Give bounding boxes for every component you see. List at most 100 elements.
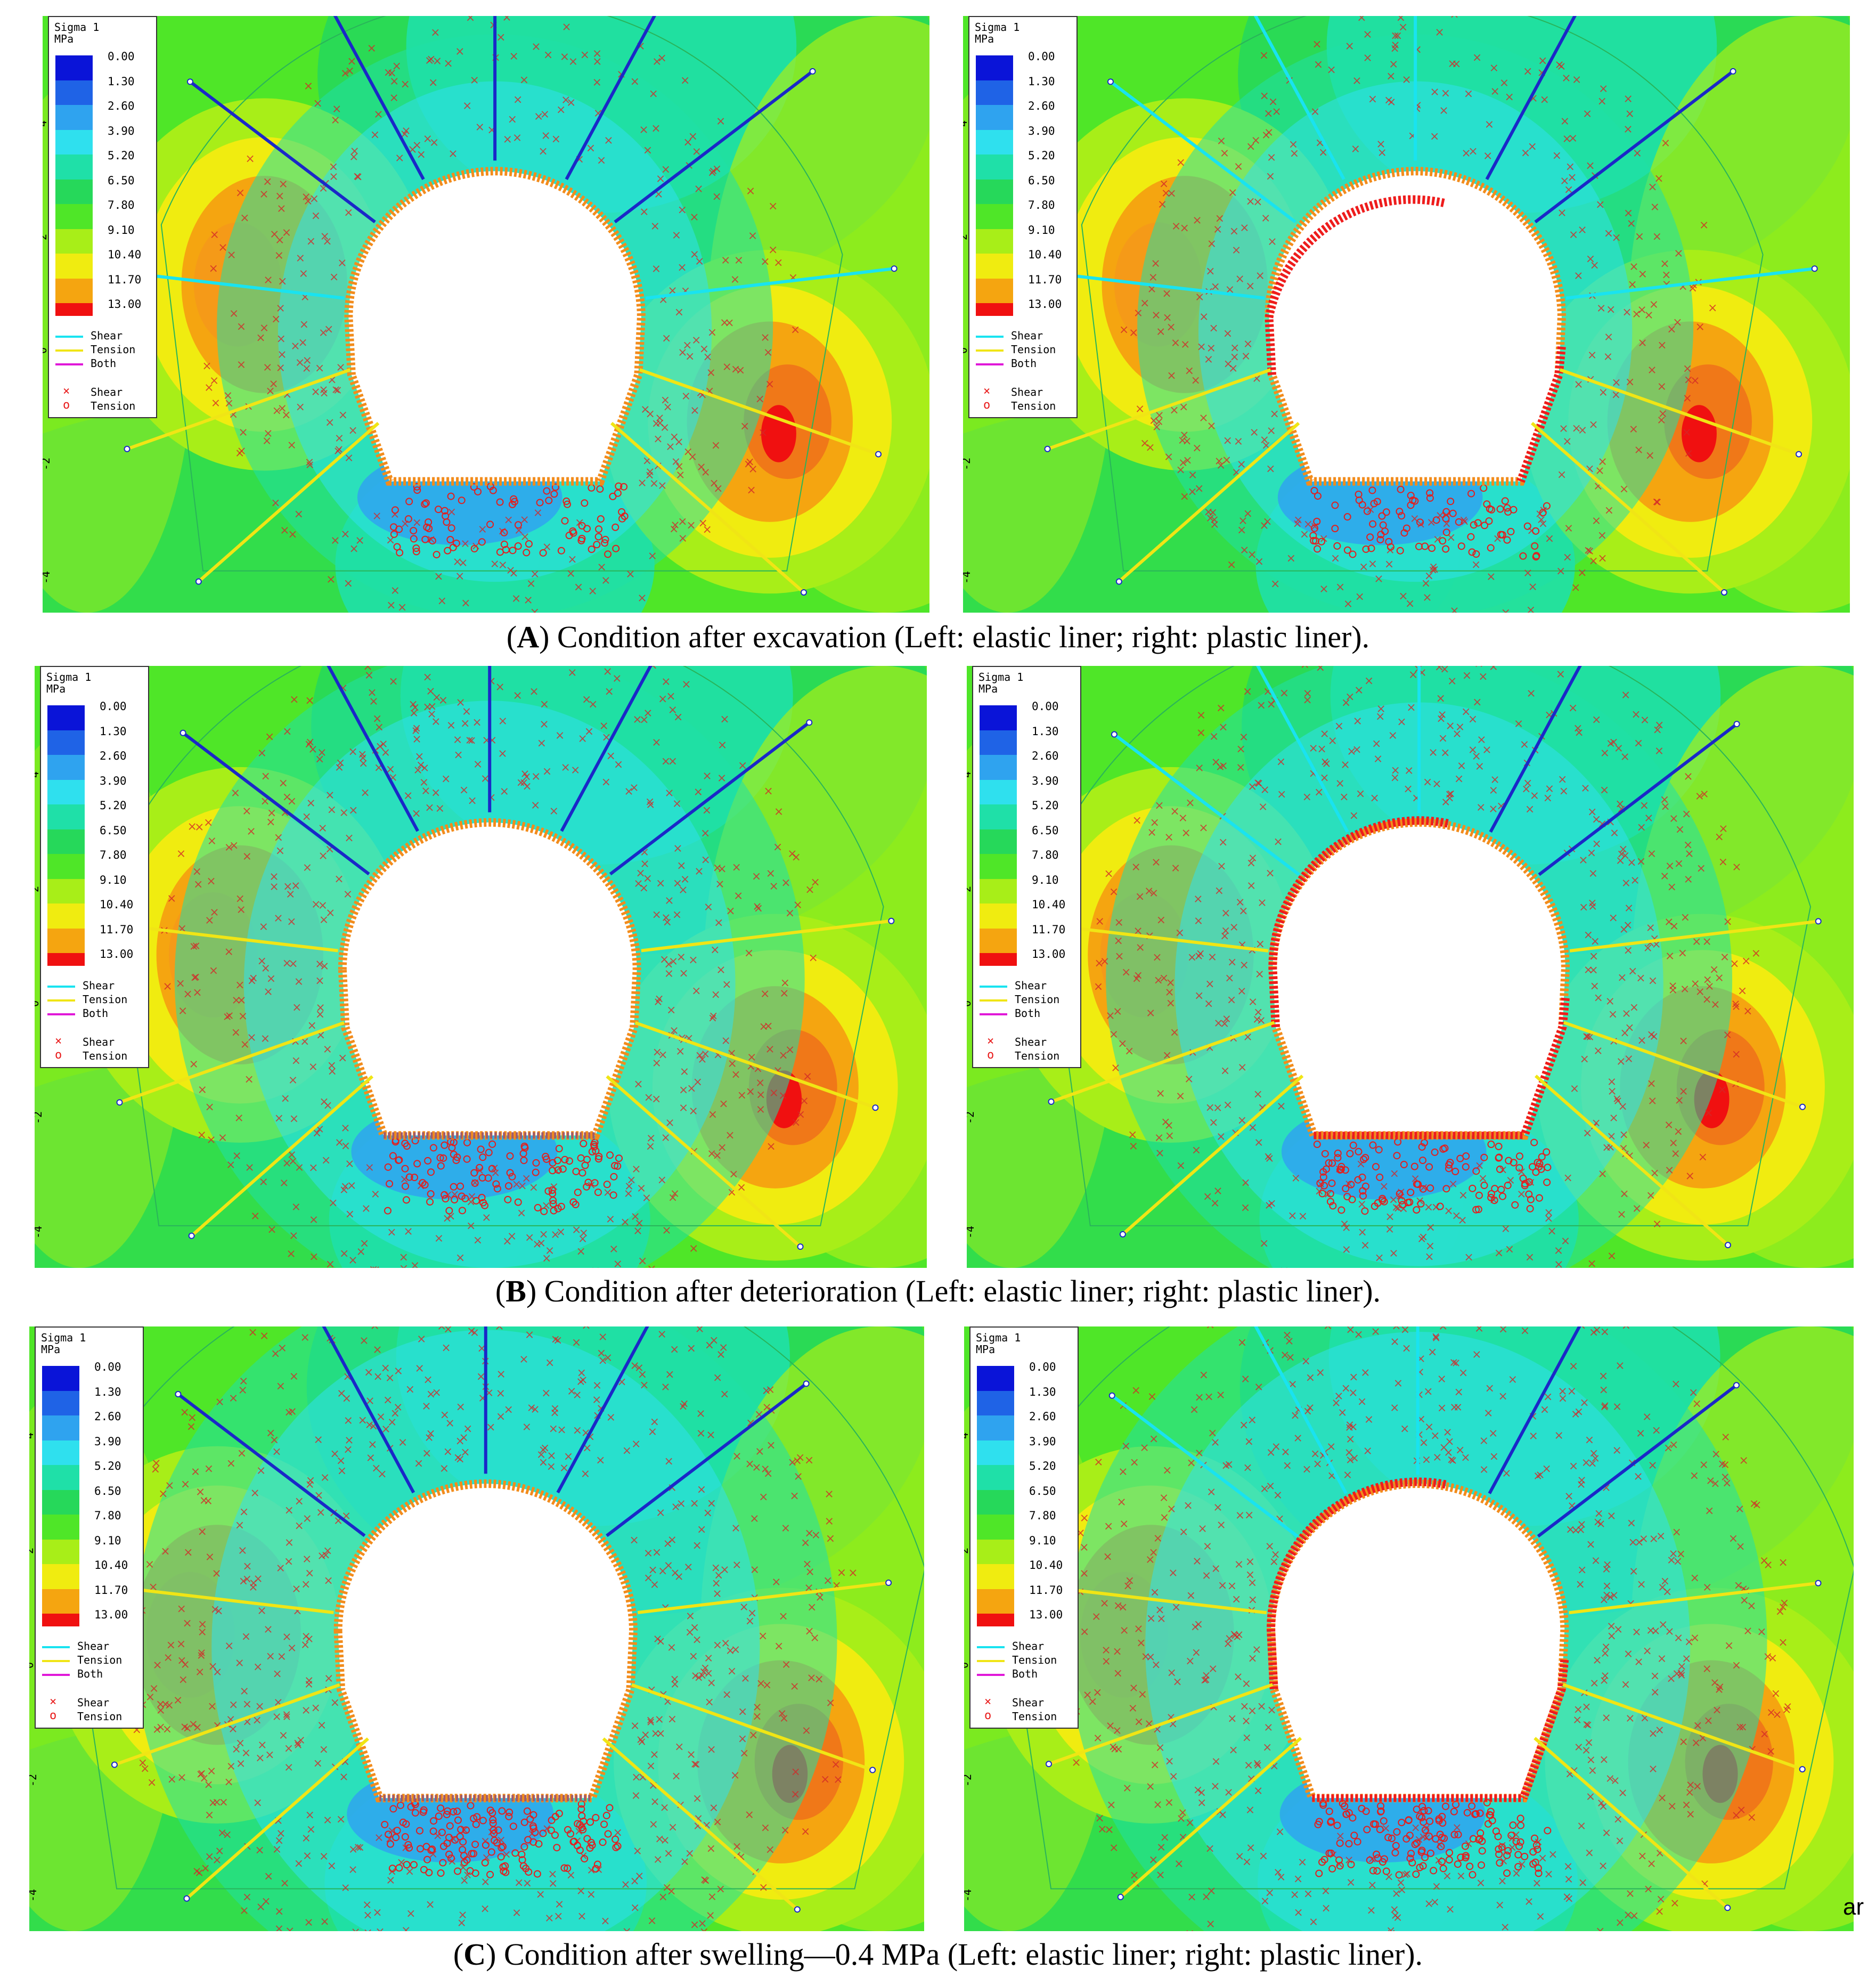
- svg-text:×: ×: [629, 1534, 639, 1547]
- svg-text:×: ×: [203, 816, 213, 829]
- svg-text:×: ×: [326, 573, 336, 586]
- svg-text:×: ×: [548, 1868, 557, 1881]
- svg-text:×: ×: [1647, 1095, 1657, 1108]
- svg-text:×: ×: [1430, 1429, 1440, 1443]
- svg-text:×: ×: [182, 1617, 192, 1630]
- svg-text:×: ×: [252, 1796, 262, 1810]
- svg-text:×: ×: [1122, 1781, 1132, 1795]
- svg-text:×: ×: [1625, 1712, 1635, 1725]
- legend-title-line: Sigma 1: [975, 21, 1020, 34]
- svg-text:×: ×: [1589, 950, 1598, 963]
- svg-text:×: ×: [1249, 426, 1259, 439]
- svg-text:×: ×: [1498, 1390, 1507, 1403]
- svg-text:×: ×: [1449, 605, 1459, 613]
- svg-text:×: ×: [372, 1906, 382, 1919]
- svg-text:×: ×: [152, 1659, 162, 1672]
- svg-text:×: ×: [662, 1881, 672, 1894]
- svg-text:×: ×: [283, 880, 292, 893]
- svg-text:×: ×: [284, 1406, 293, 1419]
- svg-text:×: ×: [269, 870, 279, 884]
- svg-text:×: ×: [1148, 1546, 1158, 1559]
- svg-text:×: ×: [1730, 957, 1739, 971]
- svg-text:×: ×: [532, 1238, 542, 1251]
- svg-text:×: ×: [1604, 227, 1613, 240]
- svg-text:×: ×: [649, 1748, 659, 1761]
- svg-text:×: ×: [1237, 1336, 1247, 1349]
- svg-text:×: ×: [289, 1230, 298, 1243]
- svg-text:×: ×: [1610, 826, 1619, 840]
- svg-text:×: ×: [1204, 506, 1213, 519]
- svg-text:×: ×: [1438, 1326, 1448, 1333]
- svg-text:×: ×: [1524, 1895, 1534, 1908]
- svg-text:×: ×: [1607, 1249, 1617, 1263]
- svg-text:×: ×: [345, 1157, 354, 1170]
- svg-text:×: ×: [1581, 1700, 1591, 1714]
- legend-marker-label: Shear: [77, 1696, 110, 1709]
- svg-text:×: ×: [1442, 1426, 1452, 1439]
- svg-text:×: ×: [820, 1773, 830, 1786]
- svg-text:×: ×: [462, 100, 472, 113]
- svg-text:×: ×: [630, 1360, 640, 1373]
- svg-text:×: ×: [1673, 1555, 1683, 1568]
- svg-text:×: ×: [1213, 223, 1222, 237]
- svg-text:×: ×: [516, 776, 526, 789]
- svg-text:×: ×: [512, 1907, 521, 1920]
- svg-text:×: ×: [1660, 800, 1670, 813]
- legend-swatch: [980, 755, 1017, 780]
- legend-line-label: Shear: [77, 1640, 110, 1653]
- svg-text:×: ×: [542, 765, 552, 778]
- svg-text:×: ×: [1615, 1916, 1625, 1930]
- svg-text:×: ×: [411, 724, 420, 737]
- svg-text:×: ×: [702, 523, 712, 536]
- svg-text:×: ×: [513, 1326, 523, 1330]
- svg-text:×: ×: [462, 1868, 472, 1882]
- svg-text:×: ×: [371, 1187, 380, 1201]
- caption-c: (C) Condition after swelling—0.4 MPa (Le…: [453, 1937, 1423, 1972]
- svg-text:×: ×: [191, 1465, 200, 1478]
- legend-value: 13.00: [1032, 948, 1066, 961]
- legend-value: 5.20: [94, 1460, 121, 1472]
- svg-text:×: ×: [1097, 1822, 1107, 1836]
- svg-text:×: ×: [406, 1907, 415, 1920]
- svg-text:×: ×: [1642, 1411, 1652, 1424]
- svg-text:×: ×: [1544, 1868, 1553, 1881]
- svg-text:×: ×: [1664, 916, 1674, 929]
- svg-text:×: ×: [592, 1394, 601, 1407]
- svg-text:×: ×: [1246, 140, 1255, 153]
- svg-text:×: ×: [186, 1420, 196, 1434]
- svg-text:×: ×: [1179, 222, 1189, 235]
- svg-text:×: ×: [1647, 363, 1657, 377]
- svg-text:×: ×: [1485, 1382, 1495, 1395]
- legend-value: 6.50: [1029, 1484, 1056, 1497]
- legend-line-label: Both: [83, 1007, 109, 1020]
- svg-text:×: ×: [1498, 1326, 1508, 1336]
- svg-text:×: ×: [643, 872, 652, 885]
- svg-text:×: ×: [356, 1245, 366, 1258]
- svg-text:×: ×: [1251, 134, 1261, 148]
- svg-text:×: ×: [1632, 307, 1641, 321]
- legend-swatch: [976, 129, 1013, 155]
- svg-text:×: ×: [1596, 302, 1606, 315]
- svg-text:×: ×: [645, 408, 655, 421]
- legend-marker-label: Shear: [1011, 386, 1043, 398]
- legend-title: Sigma 1 MPa: [976, 1332, 1021, 1355]
- svg-text:×: ×: [1417, 1233, 1426, 1246]
- svg-text:×: ×: [747, 1607, 757, 1620]
- svg-text:×: ×: [553, 1334, 562, 1347]
- svg-text:×: ×: [666, 1885, 676, 1898]
- svg-text:×: ×: [653, 433, 663, 446]
- svg-text:×: ×: [1704, 980, 1714, 994]
- svg-text:×: ×: [1178, 434, 1187, 447]
- svg-text:×: ×: [428, 76, 438, 89]
- svg-text:×: ×: [205, 1850, 214, 1863]
- svg-text:×: ×: [645, 465, 655, 478]
- svg-text:×: ×: [687, 1082, 696, 1095]
- svg-text:×: ×: [1079, 1541, 1089, 1554]
- svg-text:×: ×: [1302, 694, 1312, 707]
- svg-text:×: ×: [1320, 727, 1329, 740]
- svg-text:×: ×: [1290, 1889, 1299, 1902]
- svg-text:×: ×: [1110, 1743, 1119, 1756]
- svg-text:×: ×: [429, 136, 439, 150]
- svg-text:×: ×: [698, 517, 708, 530]
- svg-text:×: ×: [183, 988, 192, 1001]
